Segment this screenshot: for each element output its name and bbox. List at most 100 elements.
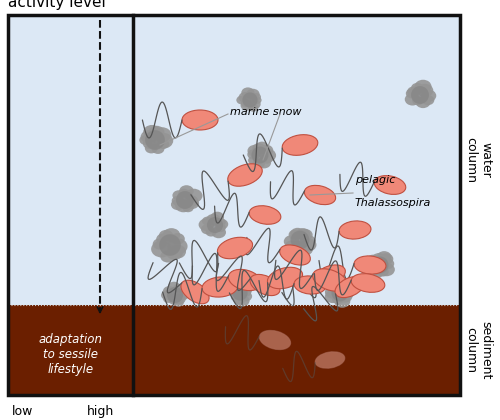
Ellipse shape [249, 206, 281, 224]
Ellipse shape [229, 288, 241, 297]
Ellipse shape [159, 234, 181, 256]
Ellipse shape [377, 267, 388, 276]
Ellipse shape [288, 229, 302, 240]
Ellipse shape [334, 280, 351, 293]
Ellipse shape [232, 285, 248, 301]
Bar [133, 15, 460, 305]
Ellipse shape [294, 276, 326, 294]
Ellipse shape [335, 276, 365, 298]
Ellipse shape [140, 130, 158, 144]
Ellipse shape [325, 286, 342, 299]
Ellipse shape [422, 95, 434, 105]
Ellipse shape [168, 244, 186, 259]
Ellipse shape [285, 240, 299, 252]
Ellipse shape [369, 267, 384, 278]
Ellipse shape [201, 224, 214, 234]
Ellipse shape [179, 185, 194, 197]
Ellipse shape [338, 291, 352, 302]
Ellipse shape [290, 228, 305, 239]
Ellipse shape [256, 142, 268, 151]
Text: high: high [86, 405, 114, 418]
Ellipse shape [166, 247, 182, 260]
Ellipse shape [233, 295, 245, 304]
Ellipse shape [228, 164, 262, 186]
Ellipse shape [248, 145, 262, 157]
Ellipse shape [252, 158, 265, 168]
Ellipse shape [239, 291, 252, 302]
Ellipse shape [202, 277, 238, 297]
Ellipse shape [407, 87, 420, 97]
Ellipse shape [416, 84, 434, 97]
Ellipse shape [332, 294, 344, 304]
Ellipse shape [228, 285, 241, 296]
Ellipse shape [366, 255, 381, 267]
Ellipse shape [421, 89, 436, 102]
Ellipse shape [236, 96, 248, 105]
Ellipse shape [252, 147, 268, 163]
Ellipse shape [168, 296, 179, 304]
Ellipse shape [339, 221, 371, 239]
Ellipse shape [330, 280, 345, 293]
Ellipse shape [167, 287, 183, 303]
Ellipse shape [172, 190, 186, 201]
Text: adaptation
to sessile
lifestyle: adaptation to sessile lifestyle [38, 333, 102, 376]
Ellipse shape [218, 237, 252, 259]
Ellipse shape [260, 145, 273, 156]
Ellipse shape [152, 239, 166, 249]
Ellipse shape [300, 239, 316, 251]
Ellipse shape [152, 144, 164, 154]
Ellipse shape [145, 130, 165, 150]
Ellipse shape [184, 195, 198, 207]
Ellipse shape [154, 133, 173, 149]
Text: activity level: activity level [8, 0, 106, 10]
Ellipse shape [260, 154, 273, 164]
Ellipse shape [372, 253, 386, 265]
Ellipse shape [280, 245, 310, 265]
Ellipse shape [228, 269, 262, 291]
Ellipse shape [242, 87, 254, 98]
Ellipse shape [210, 212, 224, 223]
Ellipse shape [405, 93, 420, 105]
Ellipse shape [315, 352, 345, 368]
Ellipse shape [186, 198, 199, 209]
Ellipse shape [159, 230, 174, 241]
Ellipse shape [162, 228, 180, 242]
Ellipse shape [173, 298, 184, 307]
Ellipse shape [172, 293, 186, 304]
Ellipse shape [173, 284, 184, 292]
Ellipse shape [340, 286, 351, 294]
Ellipse shape [248, 99, 260, 110]
Text: sediment
column: sediment column [464, 321, 492, 379]
Ellipse shape [295, 241, 313, 256]
Ellipse shape [181, 280, 209, 304]
Ellipse shape [252, 143, 266, 154]
Ellipse shape [257, 157, 271, 168]
Ellipse shape [176, 285, 187, 294]
Text: pelagic: pelagic [355, 175, 396, 185]
Ellipse shape [338, 287, 354, 299]
Ellipse shape [232, 283, 242, 291]
Ellipse shape [198, 218, 214, 231]
Ellipse shape [149, 126, 164, 138]
Ellipse shape [240, 288, 251, 297]
Ellipse shape [143, 125, 160, 139]
Ellipse shape [215, 223, 226, 232]
Ellipse shape [151, 241, 172, 257]
Ellipse shape [163, 286, 176, 297]
Ellipse shape [207, 217, 223, 233]
Ellipse shape [178, 189, 190, 198]
Ellipse shape [167, 238, 188, 255]
Ellipse shape [175, 199, 192, 212]
Ellipse shape [406, 88, 418, 98]
Ellipse shape [156, 234, 171, 245]
Ellipse shape [171, 199, 185, 210]
Ellipse shape [206, 214, 221, 226]
Ellipse shape [231, 293, 241, 301]
Ellipse shape [416, 96, 430, 108]
Ellipse shape [143, 139, 156, 149]
Text: water
column: water column [464, 137, 492, 183]
Ellipse shape [248, 156, 259, 165]
Ellipse shape [174, 289, 189, 301]
Ellipse shape [176, 191, 194, 209]
Ellipse shape [327, 282, 342, 294]
